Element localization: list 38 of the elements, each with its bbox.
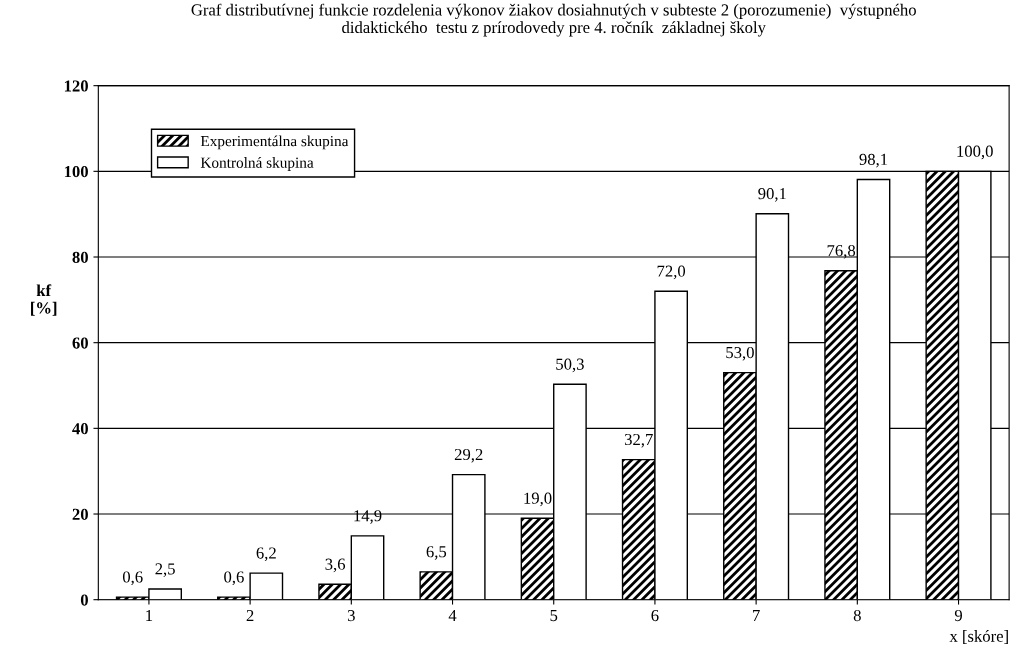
data-label: 14,9 (354, 510, 382, 524)
data-label: 29,2 (454, 448, 483, 463)
data-label: 6,5 (426, 546, 447, 560)
y-tick-label: 40 (72, 423, 88, 435)
y-tick-label: 60 (72, 337, 88, 349)
x-tick-label: 4 (448, 610, 457, 621)
data-label: 53,0 (726, 346, 754, 361)
x-tick-label: 3 (347, 609, 355, 622)
legend-label: Kontrolná skupina (200, 157, 314, 171)
data-label: 0,6 (224, 571, 244, 586)
data-label: 3,6 (325, 558, 346, 573)
x-tick-label: 6 (651, 609, 659, 622)
x-tick-label: 8 (853, 609, 861, 622)
x-tick-label: 2 (246, 609, 254, 621)
y-tick-label: 120 (64, 80, 88, 92)
y-tick-label: 20 (72, 508, 88, 520)
chart-title: Graf distributívnej funkcie rozdelenia výkonov žiakov dosiahnutých v subteste 2 (porozumenie) výstupného didaktického testu z prírodovedy pre 4. ročník základnej školy (191, 3, 916, 37)
y-tick-label: 100 (64, 166, 88, 178)
data-label: 32,7 (624, 433, 653, 448)
x-tick-label: 1 (146, 609, 153, 621)
x-tick-label: 9 (954, 609, 963, 622)
data-label: 76,8 (827, 244, 856, 259)
x-axis-title: x [skóre] (949, 630, 1008, 644)
x-tick-label: 7 (753, 610, 760, 621)
y-tick-label: 0 (80, 594, 88, 606)
data-label: 2,5 (155, 563, 175, 577)
data-label: 19,0 (524, 492, 552, 507)
x-tick-label: 5 (550, 610, 558, 622)
legend-label: Experimentálna skupina (200, 135, 349, 150)
data-label: 0,6 (122, 571, 143, 586)
data-label: 98,1 (859, 153, 888, 168)
data-label: 6,2 (256, 547, 276, 562)
y-axis-title: kf [%] (31, 284, 57, 316)
y-tick-label: 80 (72, 251, 88, 263)
data-label: 50,3 (556, 358, 584, 373)
data-label: 90,1 (758, 188, 786, 202)
data-label: 100,0 (957, 145, 993, 160)
data-label: 72,0 (657, 265, 686, 280)
